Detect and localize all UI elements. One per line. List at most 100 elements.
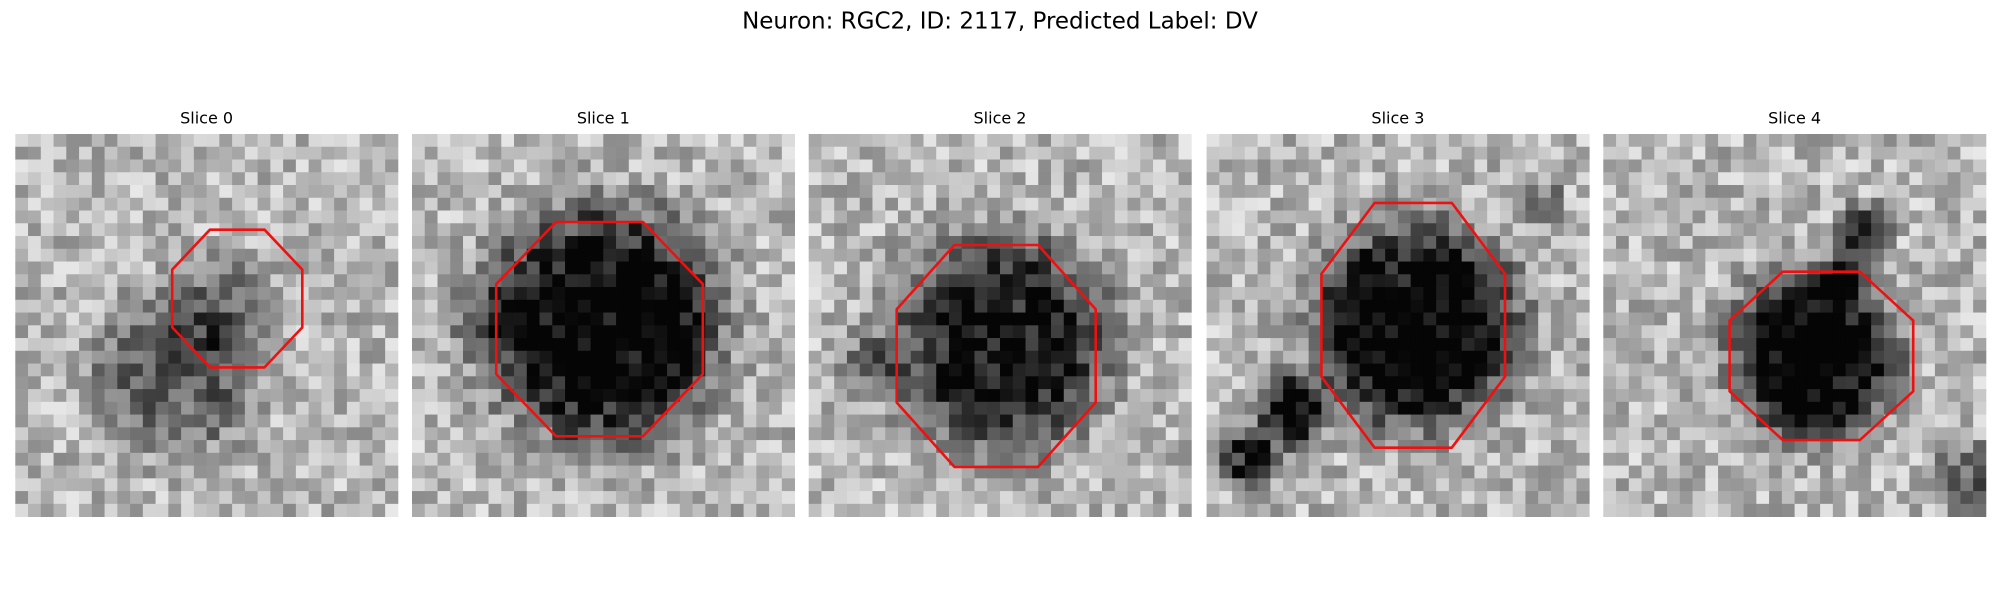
pixel (321, 427, 335, 441)
pixel (232, 146, 246, 160)
pixel (142, 363, 156, 377)
pixel (257, 134, 271, 148)
pixel (91, 389, 105, 403)
pixel (168, 223, 182, 237)
pixel (1448, 236, 1463, 250)
pixel (718, 274, 732, 288)
pixel (1219, 401, 1233, 415)
pixel (1308, 223, 1322, 237)
pixel (219, 248, 233, 262)
pixel (53, 134, 67, 148)
pixel (1334, 223, 1348, 237)
pixel (1922, 248, 1936, 262)
pixel (628, 338, 642, 352)
pixel (1012, 452, 1026, 466)
pixel (359, 363, 373, 377)
pixel (821, 427, 835, 441)
pixel (1743, 210, 1757, 224)
pixel (974, 172, 988, 186)
pixel (1858, 299, 1872, 313)
pixel (1667, 452, 1681, 466)
pixel (1448, 159, 1463, 173)
pixel (206, 376, 220, 390)
pixel (641, 185, 655, 199)
pixel (155, 134, 169, 148)
pixel (91, 338, 105, 352)
pixel (424, 312, 438, 326)
pixel (1934, 312, 1949, 326)
pixel (232, 287, 246, 301)
pixel (257, 261, 271, 275)
pixel (437, 427, 451, 441)
pixel (1487, 503, 1501, 517)
pixel (1794, 274, 1808, 288)
pixel (1257, 427, 1271, 441)
pixel (654, 491, 668, 505)
pixel (730, 350, 744, 364)
pixel (1127, 350, 1141, 364)
pixel (1474, 376, 1488, 390)
pixel (692, 478, 706, 492)
pixel (334, 210, 348, 224)
pixel (1781, 134, 1795, 148)
pixel (1667, 274, 1681, 288)
pixel (270, 491, 284, 505)
pixel (501, 491, 515, 505)
pixel (1718, 185, 1732, 199)
pixel (730, 159, 744, 173)
pixel (1025, 134, 1039, 148)
pixel (590, 338, 604, 352)
pixel (1820, 338, 1834, 352)
pixel (1178, 274, 1192, 288)
pixel (1423, 465, 1437, 479)
pixel (117, 414, 131, 428)
pixel (1025, 350, 1039, 364)
pixel (730, 376, 744, 390)
pixel (181, 236, 195, 250)
pixel (1436, 427, 1450, 441)
pixel (40, 376, 54, 390)
pixel (679, 503, 693, 517)
pixel (1244, 185, 1259, 199)
pixel (1871, 312, 1885, 326)
pixel (1397, 274, 1412, 288)
pixel (1922, 427, 1936, 441)
pixel (1359, 134, 1373, 148)
pixel (1756, 389, 1770, 403)
pixel (769, 312, 783, 326)
pixel (142, 389, 156, 403)
pixel (1165, 491, 1179, 505)
pixel (987, 350, 1001, 364)
pixel (1038, 427, 1052, 441)
pixel (1525, 478, 1539, 492)
pixel (1487, 236, 1501, 250)
pixel (1705, 427, 1719, 441)
pixel (308, 287, 322, 301)
pixel (257, 197, 271, 211)
pixel (743, 363, 757, 377)
pixel (1244, 452, 1259, 466)
pixel (1448, 491, 1463, 505)
pixel (1283, 389, 1297, 403)
pixel (1372, 248, 1386, 262)
pixel (66, 197, 80, 211)
pixel (1114, 134, 1128, 148)
pixel (897, 427, 912, 441)
pixel (1359, 491, 1373, 505)
pixel (155, 146, 169, 160)
pixel (1321, 325, 1335, 339)
pixel (628, 389, 642, 403)
pixel (463, 325, 477, 339)
pixel (1832, 299, 1847, 313)
pixel (1423, 312, 1437, 326)
pixel (897, 274, 912, 288)
pixel (1346, 363, 1361, 377)
pixel (808, 261, 822, 275)
pixel (219, 159, 233, 173)
pixel (1550, 210, 1565, 224)
pixel (821, 274, 835, 288)
pixel (628, 299, 642, 313)
pixel (270, 248, 284, 262)
pixel (514, 465, 528, 479)
pixel (372, 491, 386, 505)
